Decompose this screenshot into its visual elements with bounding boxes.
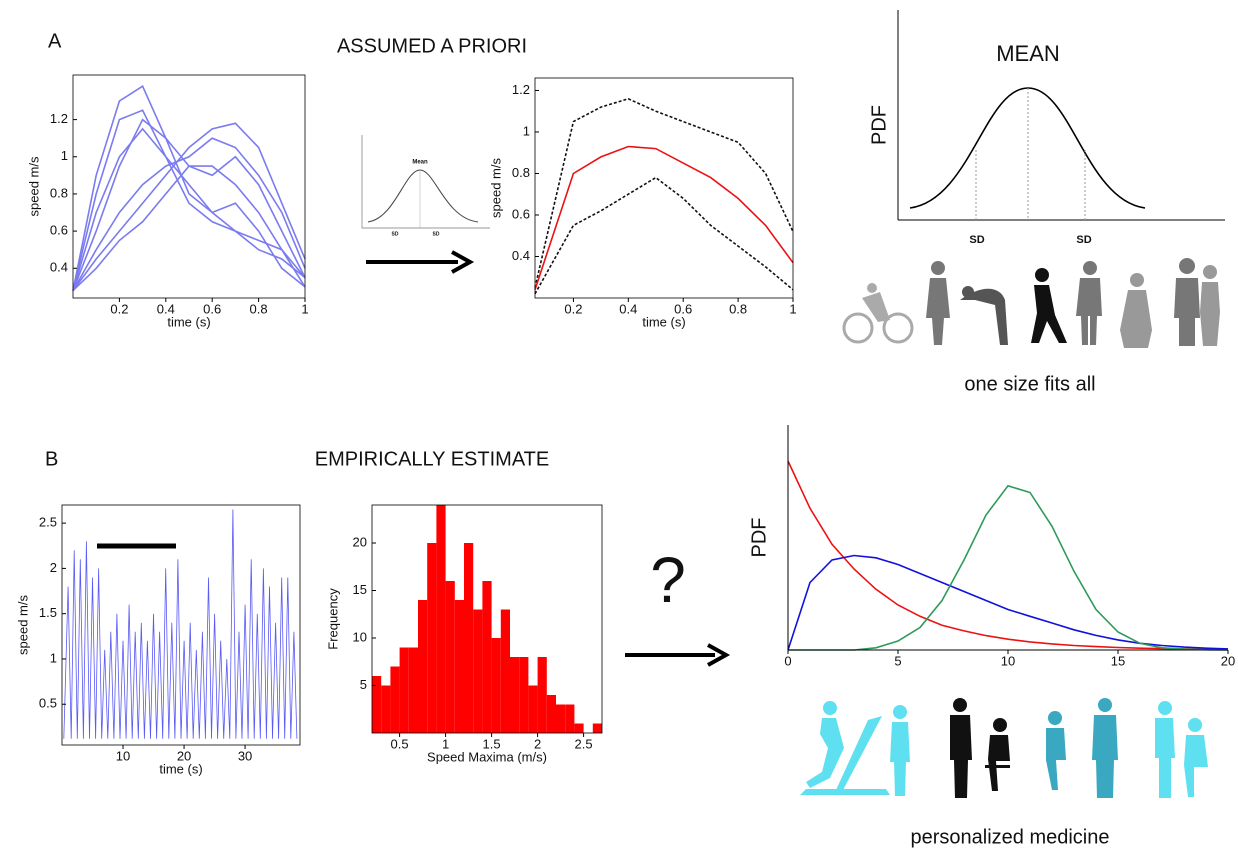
histogram-bar [528,686,537,734]
y-axis-label: PDF [748,518,770,558]
x-tick-label: 1 [301,301,308,316]
histogram-bar [455,600,464,733]
x-tick-label: 2.5 [575,736,593,751]
histogram-bar [381,686,390,734]
histogram-bar [473,610,482,734]
panel-title: ASSUMED A PRIORI [337,35,527,57]
y-tick-label: 0.6 [512,206,530,221]
mini-sd: SD [433,231,440,237]
x-tick-label: 0.2 [110,301,128,316]
series-line [73,129,305,291]
y-tick-label: 1.2 [512,82,530,97]
y-tick-label: 0.5 [39,696,57,711]
histogram-bar [418,600,427,733]
series-line [535,147,793,290]
y-tick-label: 1.2 [50,111,68,126]
x-tick-label: 5 [894,653,901,668]
question-mark: ? [650,544,686,616]
arrow [366,252,470,272]
y-axis-label: speed m/s [15,595,30,655]
series-line [73,138,305,290]
x-tick-label: 20 [1221,653,1235,668]
silhouettes [844,258,1220,348]
histogram-bar [574,724,583,734]
pdf-diagram: MEAN PDF SD SD [868,10,1225,246]
x-tick-label: 0.4 [619,301,637,316]
y-tick-label: 2.5 [39,515,57,530]
x-axis-label: time (s) [642,314,685,329]
y-tick-label: 0.8 [512,165,530,180]
y-tick-label: 1 [61,148,68,163]
histogram-bar [519,657,528,733]
x-tick-label: 10 [116,748,130,763]
x-tick-label: 0.8 [250,301,268,316]
histogram-bar [538,657,547,733]
histogram-bar [436,505,445,733]
y-axis-label: Frequency [325,588,340,650]
x-axis-label: time (s) [167,314,210,329]
histogram-bar [427,543,436,733]
histogram-bar [400,648,409,734]
caption: one size fits all [964,373,1095,395]
histogram-bar [501,610,510,734]
plot-frame [535,78,793,298]
y-tick-label: 0.4 [50,260,68,275]
panel-label: B [45,448,58,470]
x-axis-label: Speed Maxima (m/s) [427,749,547,764]
y-axis-label: speed m/s [488,158,503,218]
caption: personalized medicine [910,826,1109,848]
x-tick-label: 10 [1001,653,1015,668]
histogram-bar [556,705,565,734]
y-tick-label: 10 [353,629,367,644]
y-tick-label: 20 [353,534,367,549]
mini-axes [362,135,490,228]
y-tick-label: 0.8 [50,185,68,200]
series-line [73,86,305,290]
histogram-bar [510,657,519,733]
histogram-bar [446,581,455,733]
x-tick-label: 15 [1111,653,1125,668]
y-tick-label: 1.5 [39,605,57,620]
x-tick-label: 0.5 [391,736,409,751]
y-tick-label: 0.4 [512,248,530,263]
sd-label: SD [969,234,984,246]
x-tick-label: 0 [784,653,791,668]
x-tick-label: 0.2 [564,301,582,316]
series-line [73,120,305,291]
mini-pdf: Mean SD SD [362,135,490,237]
y-tick-label: 1 [523,123,530,138]
mini-curve [368,170,478,222]
silhouettes [800,698,1208,798]
panel-label: A [48,30,62,52]
panel-title: EMPIRICALLY ESTIMATE [315,448,550,470]
series-line [535,178,793,294]
pdf-title: MEAN [996,41,1060,66]
x-tick-label: 30 [238,748,252,763]
histogram-bar [593,724,602,734]
x-axis-label: time (s) [159,761,202,776]
histogram-bar [390,667,399,734]
y-tick-label: 5 [360,677,367,692]
histogram-bar [547,695,556,733]
pdf-ylabel: PDF [868,105,890,145]
histogram-bar [565,705,574,734]
histogram-bar [482,581,491,733]
y-tick-label: 0.6 [50,223,68,238]
y-tick-label: 2 [50,560,57,575]
y-axis-label: speed m/s [26,156,41,216]
y-tick-label: 15 [353,582,367,597]
y-tick-label: 1 [50,650,57,665]
x-tick-label: 0.8 [729,301,747,316]
x-tick-label: 1 [789,301,796,316]
mini-title: Mean [412,160,428,166]
arrow [625,645,726,665]
sd-label: SD [1076,234,1091,246]
mini-sd: SD [392,231,399,237]
figure: A ASSUMED A PRIORI B EMPIRICALLY ESTIMAT… [0,0,1238,855]
histogram-bar [464,543,473,733]
histogram-bar [409,648,418,734]
histogram-bar [372,676,381,733]
histogram-bar [492,638,501,733]
